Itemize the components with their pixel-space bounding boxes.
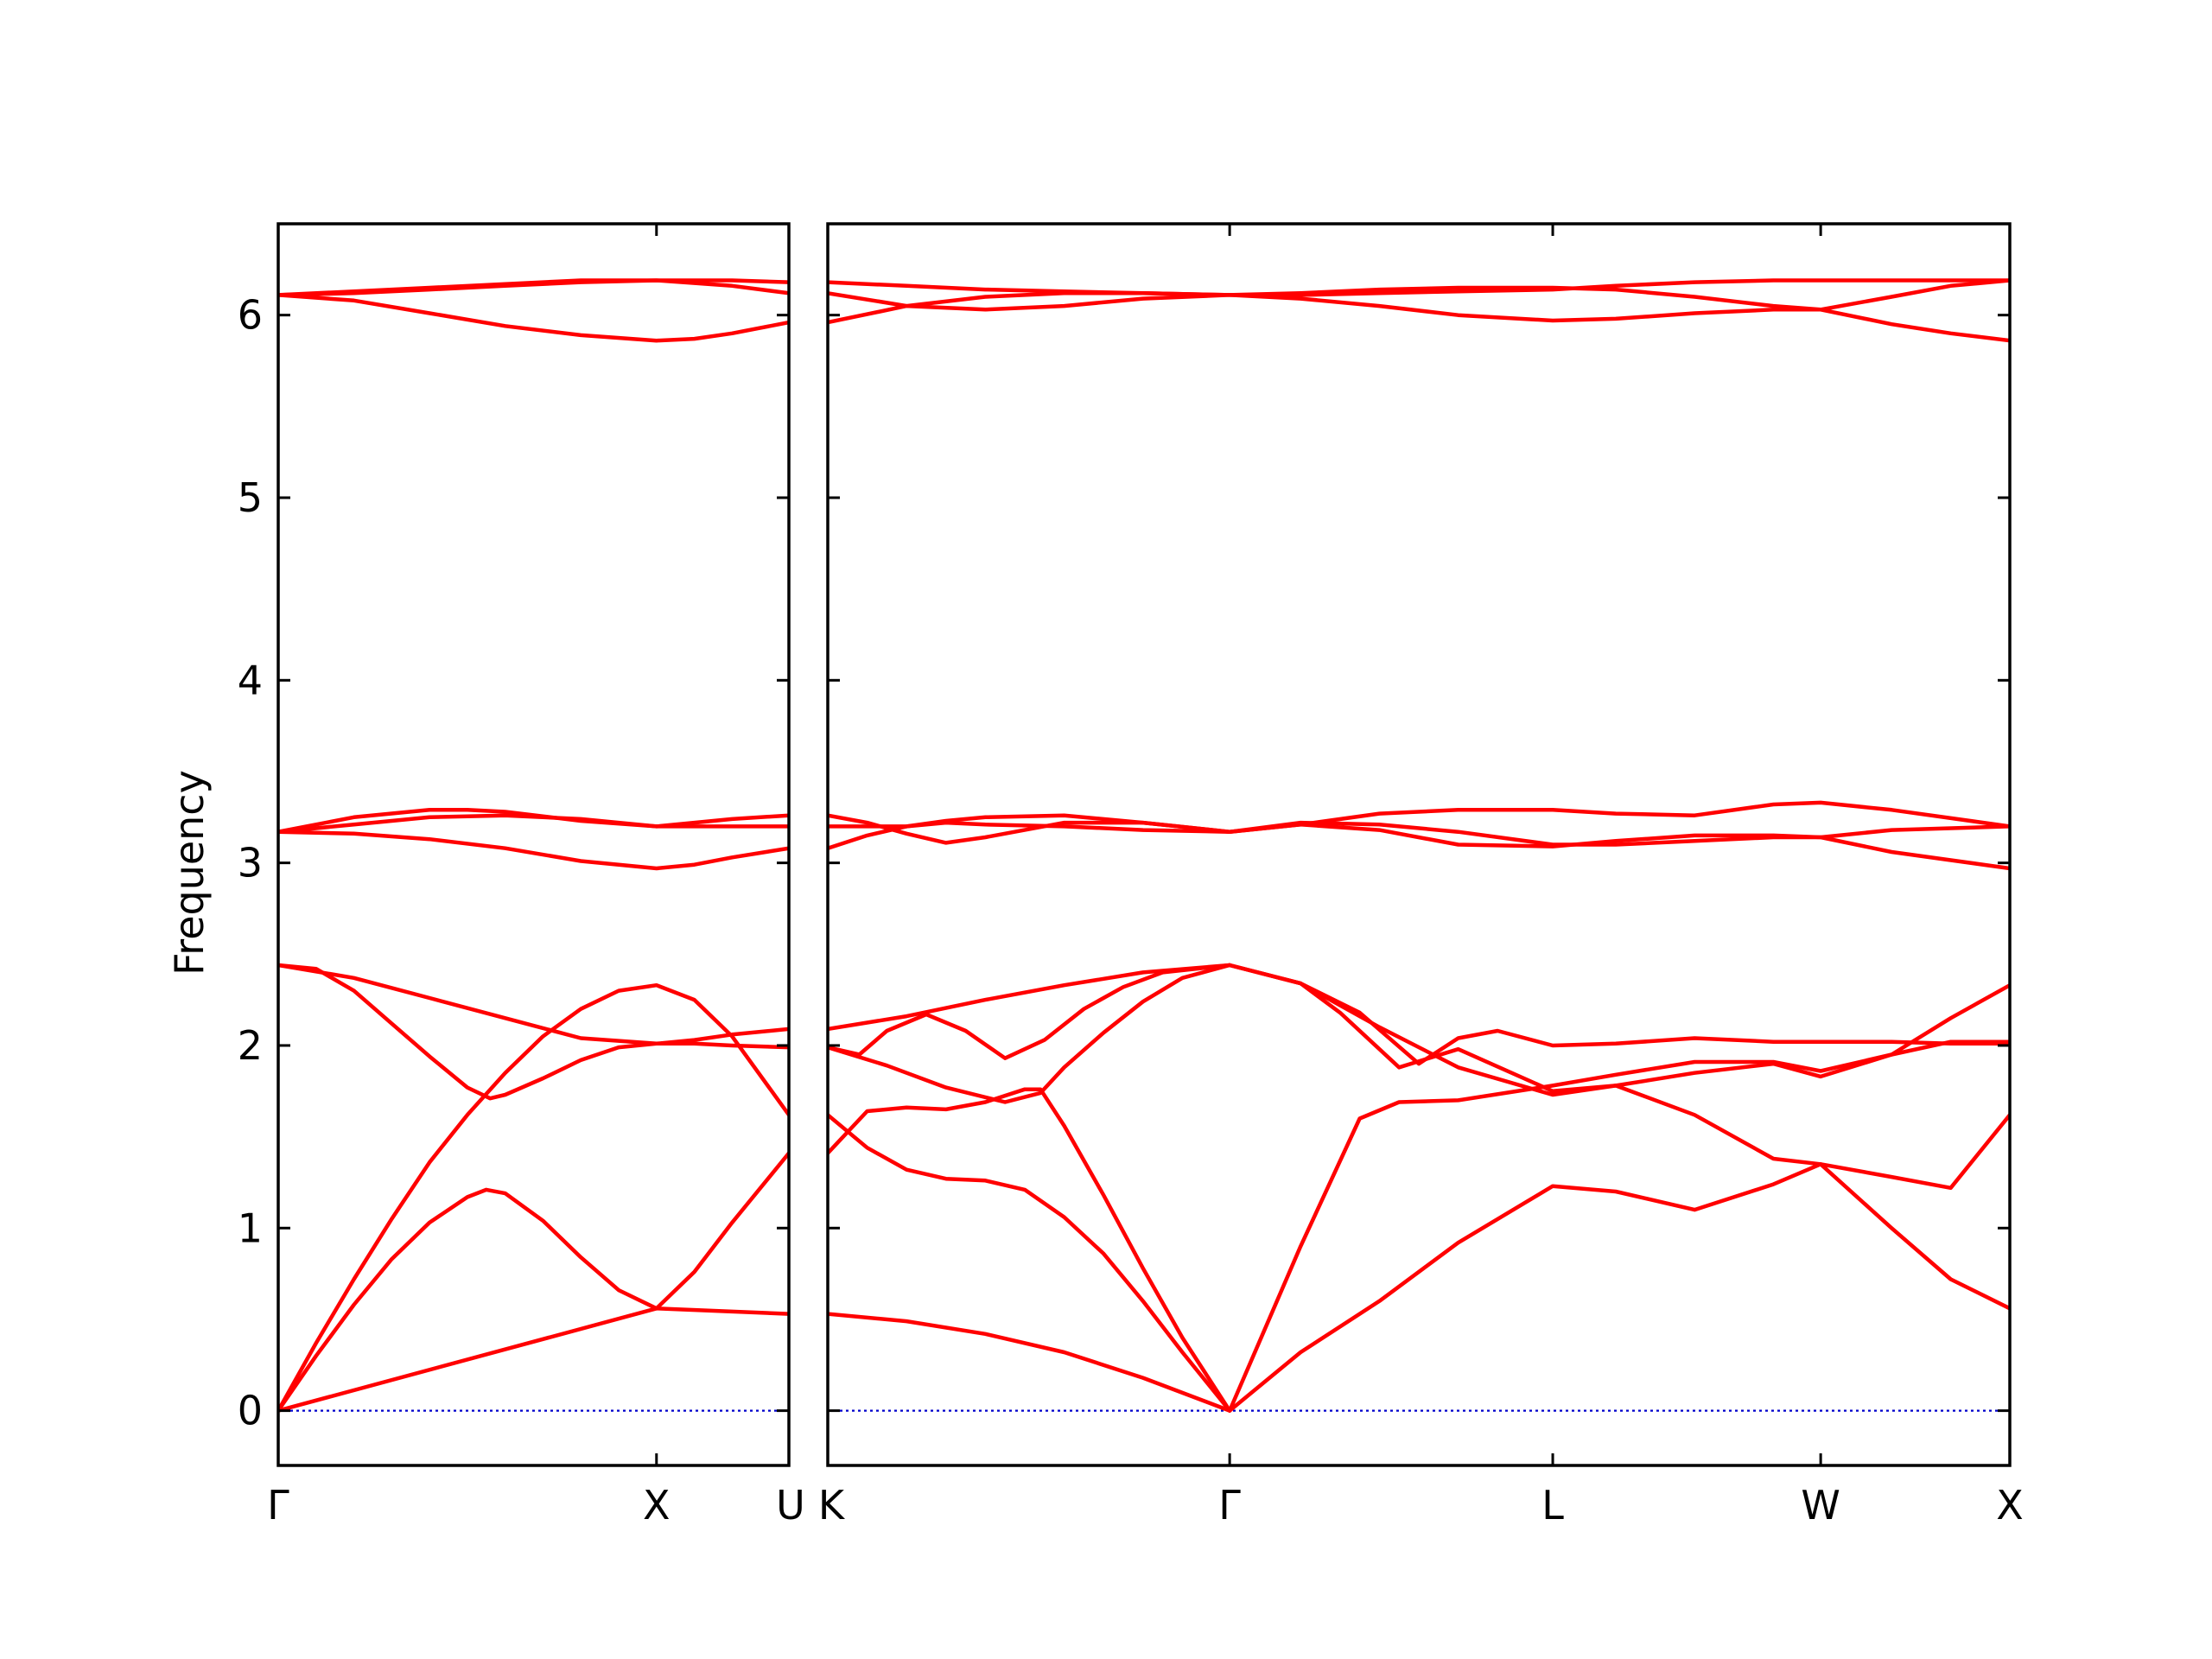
x-tick-label-right-2: L	[1541, 1482, 1564, 1529]
band-lines-right	[828, 278, 2010, 1413]
chart-panels: 0 1 2 3 4 5 6 Γ X U K Γ L W X	[238, 222, 2024, 1529]
x-tick-label-right-4: X	[1996, 1482, 2024, 1529]
band-line-right-8	[1227, 1039, 2010, 1413]
band-line-right-17	[828, 278, 2010, 297]
y-tick-label: 3	[238, 840, 263, 887]
band-line-right-10	[1227, 963, 2010, 1066]
band-line-left-4	[278, 963, 789, 1101]
x-tick-label-right-1: Γ	[1218, 1482, 1241, 1529]
band-lines-left	[278, 278, 789, 1413]
band-line-left-2	[278, 1306, 789, 1413]
plot-frame-right	[826, 222, 2012, 1467]
y-tick-label: 0	[238, 1388, 263, 1434]
x-tick-label-left-1: X	[643, 1482, 671, 1529]
band-line-left-5	[278, 963, 789, 1046]
band-line-left-3	[278, 982, 789, 1413]
y-axis-title: Frequency	[166, 770, 213, 976]
band-line-left-1	[278, 1151, 789, 1413]
x-tick-label-right-0: K	[818, 1482, 846, 1529]
plot-frame-left	[276, 222, 791, 1467]
band-line-right-15	[828, 291, 2010, 343]
band-line-right-7	[1227, 1162, 2010, 1413]
band-line-right-2	[828, 1113, 1232, 1413]
band-line-right-11	[1227, 963, 2010, 1097]
x-tick-label-right-3: W	[1801, 1482, 1840, 1529]
x-tick-label-left-2: U	[776, 1482, 805, 1529]
panel-left: 0 1 2 3 4 5 6 Γ X U	[238, 222, 805, 1529]
band-line-left-11	[278, 278, 789, 297]
band-line-right-14	[828, 813, 2010, 871]
x-tick-label-left-0: Γ	[267, 1482, 289, 1529]
y-tick-label: 5	[238, 474, 263, 521]
y-tick-label: 6	[238, 292, 263, 339]
band-line-left-8	[278, 813, 789, 834]
y-tick-label: 2	[238, 1022, 263, 1069]
band-line-right-3	[828, 1087, 1232, 1413]
band-line-right-1	[828, 1312, 1232, 1413]
band-line-right-4	[828, 963, 1232, 1104]
band-line-right-5	[828, 963, 1232, 1060]
band-line-left-9	[278, 293, 789, 343]
band-line-left-6	[278, 830, 789, 871]
band-line-right-6	[828, 963, 1232, 1032]
y-tick-label: 4	[238, 657, 263, 703]
band-line-right-9	[1227, 963, 2010, 1191]
y-tick-label: 1	[238, 1205, 263, 1251]
band-line-left-7	[278, 808, 789, 834]
band-line-right-16	[828, 278, 2010, 312]
